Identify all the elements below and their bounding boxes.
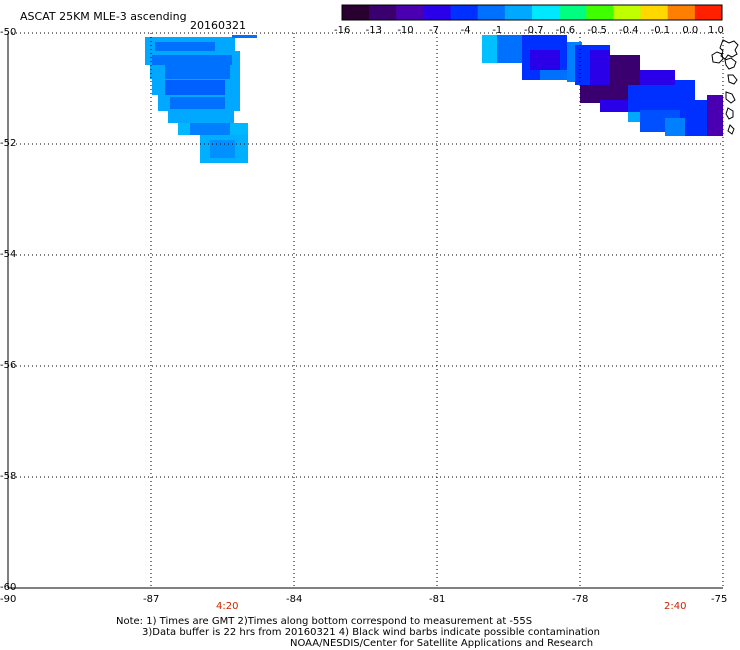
colorbar-label: 1.0 [708, 25, 724, 36]
lon-tick-label: -78 [572, 594, 589, 605]
swath-cell [152, 55, 232, 65]
swath-cell [600, 100, 628, 112]
lon-tick-label: -75 [711, 594, 728, 605]
colorbar-label: -13 [365, 25, 382, 36]
lat-tick-label: -54 [0, 249, 17, 260]
swath-cell [497, 35, 522, 63]
colorbar-swatch [640, 5, 669, 20]
swath-cell [628, 112, 640, 122]
coastline [711, 39, 739, 135]
swath-cell [168, 111, 234, 123]
lat-tick-label: -56 [0, 360, 17, 371]
colorbar-label: 0.0 [682, 25, 699, 36]
colorbar-label: -0.5 [587, 25, 607, 36]
swath-cell [232, 35, 257, 38]
swath-west [145, 35, 257, 163]
colorbar-label: -7 [429, 25, 439, 36]
swath-cell [540, 70, 570, 80]
colorbar-swatch [504, 5, 533, 20]
colorbar-swatch [613, 5, 642, 20]
colorbar-swatch [423, 5, 452, 20]
time-mark-west: 4:20 [216, 601, 239, 612]
lat-tick-label: -52 [0, 138, 17, 149]
time-mark-east: 2:40 [664, 601, 687, 612]
colorbar-label: -4 [460, 25, 471, 36]
colorbar-label: -1 [492, 25, 503, 36]
colorbar-swatch [532, 5, 560, 20]
lat-tick-label: -60 [0, 582, 17, 593]
note-line-1: Note: 1) Times are GMT 2)Times along bot… [116, 616, 533, 627]
swath-cell [170, 97, 225, 109]
swath-cell [165, 80, 225, 95]
colorbar-swatch [369, 5, 397, 20]
note-line-2: 3)Data buffer is 22 hrs from 20160321 4)… [142, 627, 600, 638]
note-line-3: NOAA/NESDIS/Center for Satellite Applica… [290, 638, 594, 649]
colorbar-label: -16 [334, 25, 351, 36]
colorbar-swatch [667, 5, 696, 20]
lat-tick-label: -50 [0, 27, 17, 38]
lon-tick-label: -90 [0, 594, 17, 605]
swath-cell [210, 140, 235, 158]
colorbar-label: -0.4 [619, 25, 639, 36]
scatterometer-swaths [145, 35, 723, 163]
swath-east [482, 35, 723, 136]
lon-tick-label: -81 [429, 594, 446, 605]
lat-tick-label: -58 [0, 471, 17, 482]
swath-cell [530, 50, 560, 70]
colorbar-swatch [396, 5, 424, 20]
colorbar-swatch [342, 5, 370, 20]
colorbar-swatch [694, 5, 723, 20]
swath-cell [685, 100, 707, 136]
swath-cell [482, 35, 497, 63]
product-title: ASCAT 25KM MLE-3 ascending [20, 10, 187, 23]
swath-cell [190, 123, 230, 135]
colorbar-swatch [586, 5, 614, 20]
colorbar-label: -0.1 [650, 25, 671, 36]
colorbar-label: -10 [397, 25, 414, 36]
colorbar-border [341, 4, 723, 21]
lon-tick-label: -84 [286, 594, 303, 605]
colorbar-swatch [477, 5, 506, 20]
map-frame [7, 33, 723, 589]
colorbar-label: -0.7 [524, 25, 544, 36]
colorbar-swatch [559, 5, 587, 20]
colorbar-swatch [450, 5, 479, 20]
colorbar-label: -0.6 [555, 25, 576, 36]
swath-cell [707, 95, 723, 136]
swath-cell [580, 85, 610, 103]
swath-cell [155, 42, 215, 52]
colorbar [341, 4, 723, 21]
swath-cell [665, 118, 685, 136]
product-date: 20160321 [190, 19, 246, 32]
swath-cell [590, 50, 610, 95]
swath-cell [165, 65, 230, 79]
lon-tick-label: -87 [143, 594, 160, 605]
map-grid [7, 32, 724, 589]
